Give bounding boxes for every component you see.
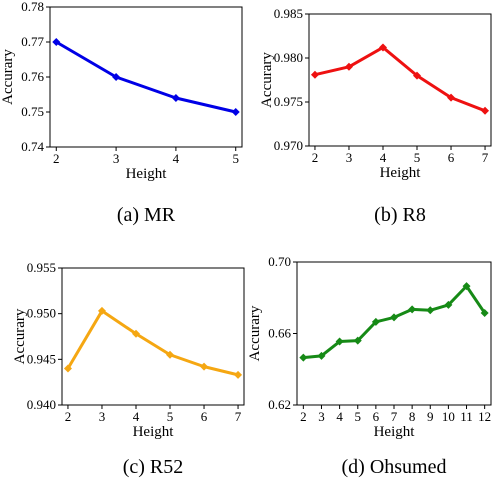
data-point: [344, 62, 353, 71]
data-point: [371, 317, 380, 326]
chart-panel: 2 3 4 5 6 7 8 9 10 11 12 0.62 0.66 0.70 Height Accurary…: [247, 254, 492, 478]
chart-caption: (c) R52: [123, 456, 184, 478]
x-tick-label: 4: [133, 409, 140, 424]
data-point: [378, 43, 387, 52]
data-point: [447, 93, 456, 102]
y-tick-label: 0.74: [21, 139, 44, 154]
y-axis-label: Accurary: [12, 308, 28, 364]
data-point: [63, 364, 72, 373]
series-line: [55, 40, 237, 114]
data-point: [166, 350, 175, 359]
x-tick-label: 7: [235, 409, 242, 424]
chart-caption: (a) MR: [117, 204, 176, 226]
chart-caption: (b) R8: [374, 204, 426, 226]
plot-frame: [296, 261, 492, 406]
x-tick-label: 5: [232, 151, 239, 166]
y-tick-label: 0.66: [268, 326, 291, 341]
data-point: [131, 329, 140, 338]
chart-panel: 2 3 4 5 6 7 0.970 0.975 0.980 0.985 Height Accurary…: [259, 6, 492, 226]
x-tick-label: 6: [448, 150, 455, 165]
data-point: [97, 306, 106, 315]
data-point: [462, 282, 471, 291]
y-tick-label: 0.955: [27, 260, 56, 275]
y-tick-label: 0.77: [21, 34, 44, 49]
x-tick-label: 3: [346, 150, 353, 165]
x-tick-label: 2: [65, 409, 72, 424]
x-axis-label: Height: [380, 165, 422, 181]
data-point: [234, 370, 243, 379]
x-tick-label: 7: [391, 409, 398, 424]
y-tick-label: 0.970: [274, 138, 303, 153]
x-tick-label: 4: [173, 151, 180, 166]
data-point: [112, 73, 121, 81]
data-point: [52, 38, 61, 46]
data-point: [310, 70, 319, 79]
x-tick-label: 4: [336, 409, 343, 424]
x-tick-label: 10: [442, 409, 455, 424]
data-point: [353, 336, 362, 345]
data-point: [171, 94, 180, 102]
x-tick-label: 5: [414, 150, 421, 165]
y-tick-label: 0.62: [268, 397, 291, 412]
x-tick-label: 12: [478, 409, 491, 424]
x-tick-label: 2: [53, 151, 60, 166]
y-axis-label: Accurary: [247, 305, 263, 361]
x-axis-label: Height: [126, 166, 168, 182]
data-point: [444, 300, 453, 309]
data-point: [480, 308, 489, 317]
data-point: [299, 353, 308, 362]
data-point: [481, 106, 490, 115]
y-tick-label: 0.76: [21, 69, 44, 84]
x-tick-label: 2: [300, 409, 307, 424]
x-tick-label: 3: [113, 151, 120, 166]
x-tick-label: 8: [409, 409, 416, 424]
x-axis-label: Height: [374, 424, 416, 440]
x-tick-label: 3: [99, 409, 106, 424]
data-point: [335, 337, 344, 346]
x-tick-label: 2: [312, 150, 319, 165]
x-tick-label: 4: [380, 150, 387, 165]
chart-panel: 2 3 4 5 0.74 0.75 0.76 0.77 0.78 Height Accurary (a…: [0, 0, 243, 226]
series-line: [66, 309, 239, 377]
series-line: [303, 284, 486, 360]
chart-caption: (d) Ohsumed: [342, 456, 447, 478]
data-point: [408, 305, 417, 314]
x-tick-label: 11: [460, 409, 473, 424]
x-tick-label: 5: [354, 409, 361, 424]
y-tick-label: 0.975: [274, 94, 303, 109]
series-line: [314, 45, 486, 113]
plot-frame: [61, 267, 245, 406]
y-tick-label: 0.985: [274, 6, 303, 21]
y-tick-label: 0.70: [268, 254, 291, 269]
y-tick-label: 0.950: [27, 306, 56, 321]
data-point: [426, 306, 435, 315]
x-tick-label: 7: [482, 150, 489, 165]
x-tick-label: 6: [201, 409, 208, 424]
y-tick-label: 0.940: [27, 397, 56, 412]
data-point: [231, 108, 240, 116]
chart-panel: 2 3 4 5 6 7 0.940 0.945 0.950 0.955 Height Accurary…: [12, 260, 245, 478]
data-point: [200, 362, 209, 371]
y-tick-label: 0.945: [27, 351, 56, 366]
plot-frame: [308, 13, 492, 147]
x-tick-label: 6: [373, 409, 380, 424]
y-tick-label: 0.980: [274, 50, 303, 65]
data-point: [390, 313, 398, 322]
y-axis-label: Accurary: [0, 49, 16, 105]
data-point: [317, 351, 326, 360]
x-tick-label: 3: [318, 409, 325, 424]
x-axis-label: Height: [133, 424, 175, 440]
x-tick-label: 9: [427, 409, 434, 424]
y-tick-label: 0.78: [21, 0, 44, 14]
data-point: [413, 71, 422, 80]
y-tick-label: 0.75: [21, 104, 44, 119]
x-tick-label: 5: [167, 409, 174, 424]
plot-frame: [49, 6, 243, 148]
y-axis-label: Accurary: [259, 52, 275, 108]
